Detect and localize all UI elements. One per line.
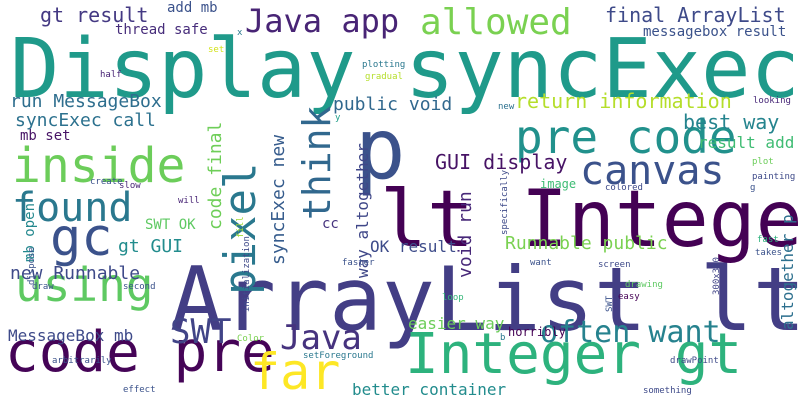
word-cloud-word: effect [123, 385, 156, 395]
word-cloud-word: faster [342, 258, 375, 268]
word-cloud-word: SWT [605, 295, 615, 312]
word-cloud-word: pre code [515, 110, 737, 164]
word-cloud-word: looking [753, 96, 791, 106]
word-cloud-word: something [643, 386, 692, 396]
word-cloud-word: second [123, 282, 156, 292]
word-cloud-word: image [540, 177, 576, 191]
word-cloud-word: Integer gt [405, 322, 742, 387]
word-cloud-word: allowed [420, 2, 572, 43]
word-cloud-word: y [335, 113, 341, 123]
word-cloud-word: void run [455, 191, 476, 278]
word-cloud-word: easier way [408, 314, 505, 333]
word-cloud-word: set [208, 45, 224, 55]
word-cloud-word: Runnable public [505, 233, 668, 254]
word-cloud-word: best way [683, 110, 779, 134]
word-cloud-word: run MessageBox [10, 91, 162, 112]
word-cloud-word: messagebox result [643, 24, 786, 40]
word-cloud-word: 300x300 [712, 257, 722, 295]
word-cloud-word: loop [442, 293, 464, 303]
word-cloud-word: easy [618, 292, 640, 302]
word-cloud-word: pixel [215, 163, 266, 295]
word-cloud-word: altogether p [778, 214, 797, 330]
word-cloud-word: drawPoint [670, 356, 719, 366]
word-cloud-word: code final [205, 122, 226, 230]
word-cloud-word: setForeground [303, 351, 373, 361]
word-cloud-word: return information [515, 89, 732, 113]
word-cloud-word: painting [752, 172, 795, 182]
word-cloud-word: half [100, 70, 122, 80]
word-cloud-word: b [500, 333, 505, 343]
word-cloud-word: think [295, 105, 339, 220]
word-cloud-word: plotting [362, 60, 405, 70]
word-cloud-word: thread safe [115, 22, 208, 38]
word-cloud-word: draw [32, 282, 54, 292]
word-cloud-word: new Runnable [10, 263, 140, 284]
word-cloud-word: result add [698, 133, 794, 152]
word-cloud-word: plot [752, 157, 774, 167]
word-cloud-word: takes [755, 248, 782, 258]
word-cloud-word: far [250, 343, 340, 400]
word-cloud-word: gt GUI [118, 236, 183, 257]
word-cloud-word: horribly [508, 325, 566, 339]
word-cloud-word: p [355, 100, 406, 198]
word-cloud-word: way altogether [353, 143, 372, 278]
word-cloud-word: better container [352, 380, 506, 399]
word-cloud-word: x [237, 28, 243, 38]
word-cloud-word: gc [50, 208, 113, 268]
word-cloud-word: canvas [580, 148, 725, 194]
word-cloud-word: gradual [365, 72, 403, 82]
word-cloud-word: want [530, 258, 552, 268]
word-cloud-word: Java [280, 318, 362, 358]
word-cloud-word: SWT OK [145, 217, 196, 233]
word-cloud-word: arbitrarily [52, 356, 112, 366]
word-cloud-word: slow [119, 181, 141, 191]
word-cloud-word: Java app [245, 2, 399, 40]
word-cloud-word: colored [605, 183, 643, 193]
word-cloud-word: SWT [170, 312, 231, 352]
word-cloud-word: gt result [40, 3, 148, 27]
word-cloud-word: mb set [20, 128, 71, 144]
word-cloud-word: initialization [242, 236, 252, 312]
word-cloud-word: found [12, 185, 132, 231]
word-cloud-word: OK result [370, 237, 457, 256]
word-cloud-word: fast [757, 235, 779, 245]
word-cloud-word: Display syncExec [10, 22, 800, 117]
word-cloud-word: ArrayList lt [170, 248, 800, 351]
word-cloud-word: dispose [27, 247, 37, 285]
word-cloud-word: specifically [500, 169, 510, 235]
word-cloud-word: MessageBox mb [8, 326, 133, 345]
word-cloud-word: new [498, 102, 515, 112]
word-cloud-word: g [750, 183, 755, 193]
word-cloud-word: add mb [167, 0, 218, 16]
word-cloud-word: cc [322, 216, 339, 232]
word-cloud-word: will [178, 196, 200, 206]
word-cloud-word: screen [598, 260, 631, 270]
word-cloud-word: lt Integer [380, 175, 800, 265]
word-cloud-word: GUI display [435, 150, 567, 174]
word-cloud-word: create [90, 177, 123, 187]
word-cloud-word: code pre [5, 320, 275, 385]
word-cloud-word: public void [333, 94, 452, 115]
word-cloud-word: Color [237, 334, 265, 344]
word-cloud-word: using [15, 258, 153, 312]
word-cloud-word: inside [12, 138, 185, 194]
word-cloud-word: syncExec call [15, 110, 156, 131]
word-cloud-word: final ArrayList [605, 3, 786, 27]
word-cloud-word: mb open [22, 203, 38, 262]
word-cloud-word: fill [236, 216, 246, 238]
word-cloud-word: syncExec new [268, 135, 289, 265]
word-cloud-word: often want [540, 315, 721, 350]
word-cloud-word: drawing [625, 280, 663, 290]
